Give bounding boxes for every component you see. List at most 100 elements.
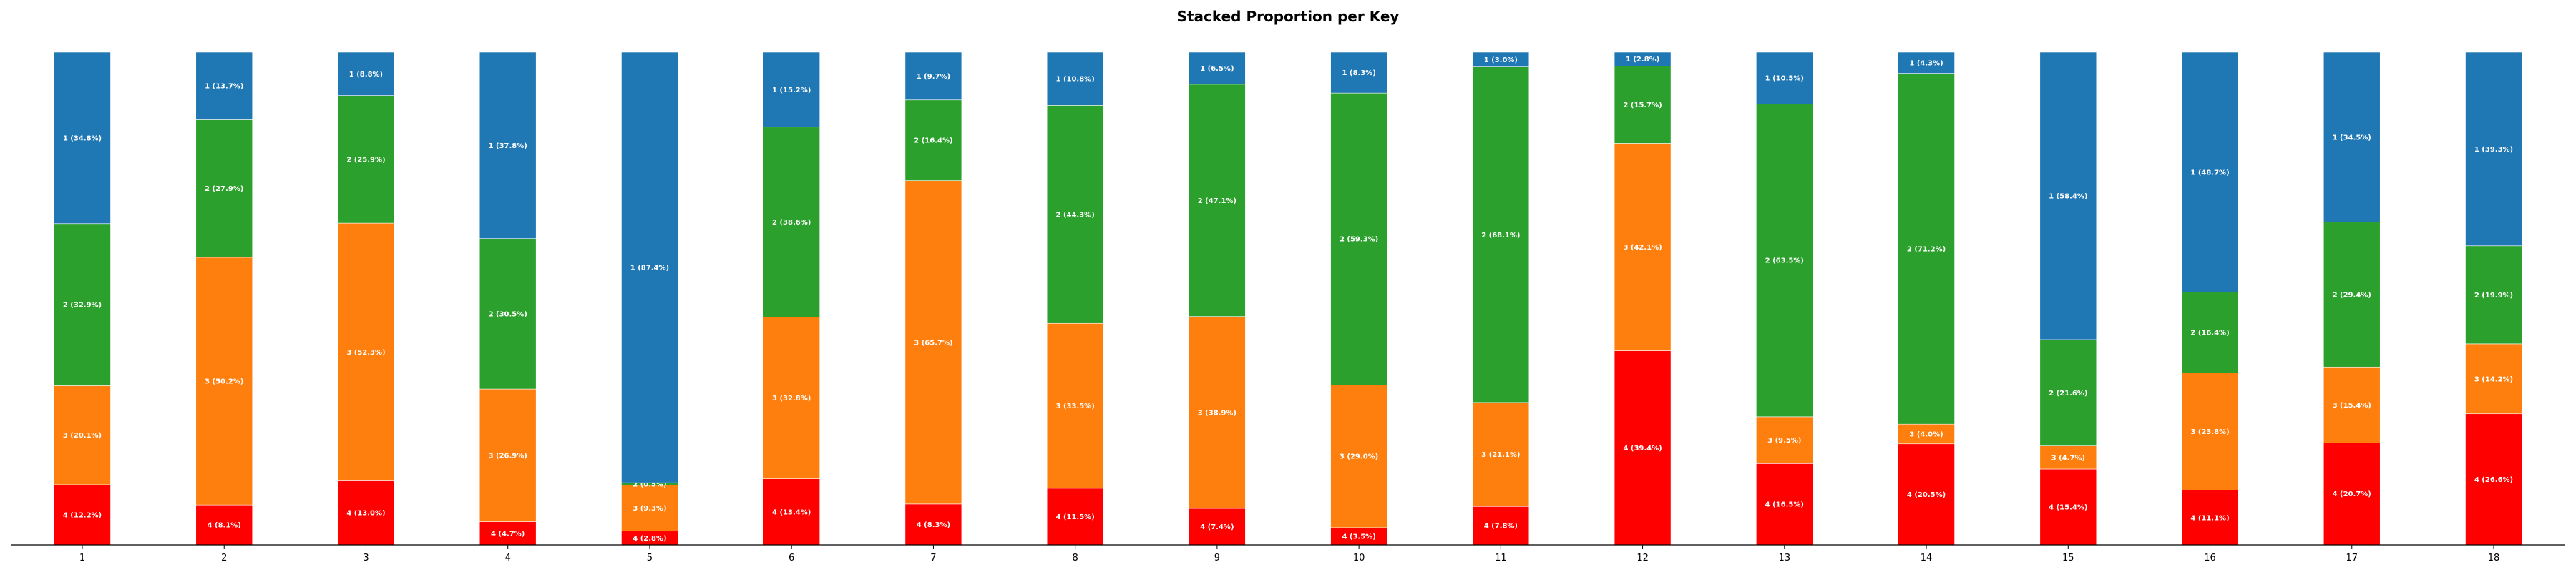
- segment-label: 2 (27.9%): [205, 185, 243, 193]
- x-tick-label: 16: [2204, 553, 2216, 563]
- bar-segment: [621, 51, 678, 483]
- bar-segment: [2039, 445, 2097, 470]
- segment-label: 3 (50.2%): [205, 378, 243, 386]
- segment-label: 3 (15.4%): [2333, 402, 2371, 410]
- bar-segment: [1756, 104, 1813, 418]
- segment-label: 2 (30.5%): [489, 310, 527, 318]
- segment-label: 1 (37.8%): [489, 142, 527, 150]
- bar-segment: [54, 385, 111, 485]
- segment-label: 2 (59.3%): [1340, 236, 1378, 244]
- segment-label: 4 (11.1%): [2190, 514, 2229, 522]
- segment-label: 3 (42.1%): [1623, 244, 1662, 252]
- segment-label: 1 (39.3%): [2474, 146, 2513, 154]
- bar-segment: [1046, 488, 1104, 546]
- segment-label: 4 (20.5%): [1907, 491, 1946, 499]
- segment-label: 4 (4.7%): [491, 530, 525, 538]
- segment-label: 1 (6.5%): [1200, 65, 1234, 73]
- x-tick-label: 11: [1495, 553, 1507, 563]
- segment-label: 2 (32.9%): [63, 302, 102, 310]
- x-tick-label: 5: [647, 553, 653, 563]
- x-tick-label: 15: [2062, 553, 2074, 563]
- segment-label: 4 (8.3%): [917, 521, 950, 529]
- bar-segment: [1472, 51, 1530, 67]
- bar-segment: [2039, 51, 2097, 340]
- bar-segment: [195, 504, 253, 546]
- bar-segment: [337, 222, 395, 481]
- segment-label: 3 (21.1%): [1481, 451, 1520, 459]
- bar-segment: [479, 521, 537, 546]
- bar-segment: [479, 238, 537, 390]
- segment-label: 1 (8.3%): [1342, 69, 1375, 77]
- bar-segment: [1046, 105, 1104, 324]
- bar-segment: [763, 51, 820, 128]
- bar-segment: [337, 95, 395, 224]
- x-tick-label: 6: [789, 553, 794, 563]
- bar-segment: [54, 484, 111, 546]
- segment-label: 2 (44.3%): [1056, 211, 1095, 219]
- segment-label: 4 (11.5%): [1056, 513, 1095, 521]
- segment-label: 1 (15.2%): [772, 87, 811, 94]
- bar-segment: [2181, 373, 2239, 490]
- bar-segment: [2181, 292, 2239, 373]
- bar-segment: [1756, 463, 1813, 546]
- bar-segment: [1330, 51, 1387, 94]
- segment-label: 1 (87.4%): [630, 265, 669, 272]
- segment-label: 3 (65.7%): [914, 339, 952, 347]
- bar-segment: [1189, 508, 1246, 546]
- bar-segment: [54, 51, 111, 225]
- segment-label: 1 (3.0%): [1484, 56, 1518, 64]
- segment-label: 3 (14.2%): [2474, 375, 2513, 383]
- segment-label: 4 (12.2%): [63, 511, 102, 519]
- segment-label: 1 (2.8%): [1626, 56, 1659, 64]
- segment-label: 1 (10.8%): [1056, 76, 1095, 84]
- x-tick-label: 13: [1779, 553, 1791, 563]
- segment-label: 3 (32.8%): [772, 395, 811, 403]
- bars-group: 4 (12.2%) 3 (20.1%) 2 (32.9%) 1 (34.8%) 4 (8…: [54, 51, 2522, 546]
- segment-label: 4 (26.6%): [2474, 476, 2513, 484]
- x-tick-label: 8: [1073, 553, 1078, 563]
- segment-label: 1 (13.7%): [205, 83, 243, 91]
- bar-segment: [195, 119, 253, 258]
- segment-label: 4 (16.5%): [1765, 501, 1804, 509]
- bar-segment: [904, 51, 962, 101]
- bar-segment: [1189, 84, 1246, 317]
- bar-segment: [2181, 51, 2239, 292]
- bar-segment: [479, 51, 537, 240]
- segment-label: 2 (29.4%): [2333, 291, 2371, 299]
- bar-segment: [2465, 51, 2522, 247]
- bar-segment: [1472, 506, 1530, 546]
- x-tick-label: 14: [1921, 553, 1933, 563]
- segment-label: 2 (38.6%): [772, 219, 811, 227]
- bar-segment: [1189, 51, 1246, 85]
- segment-label: 1 (4.3%): [1909, 59, 1943, 67]
- bar-segment: [1046, 51, 1104, 106]
- bar-segment: [2039, 468, 2097, 546]
- bar-segment: [1614, 350, 1672, 546]
- segment-label: 4 (15.4%): [2049, 504, 2087, 512]
- bar-segment: [2465, 413, 2522, 546]
- bar-segment: [904, 99, 962, 181]
- bar-segment: [1614, 65, 1672, 144]
- x-tick-label: 1: [79, 553, 85, 563]
- segment-label: 3 (4.0%): [1909, 430, 1943, 438]
- bar-segment: [1756, 416, 1813, 464]
- x-tick-label: 7: [930, 553, 936, 563]
- segment-label: 2 (16.4%): [914, 137, 952, 145]
- segment-label: 3 (20.1%): [63, 432, 102, 440]
- segment-label: 3 (38.9%): [1198, 409, 1236, 417]
- bar-segment: [1898, 73, 1955, 425]
- bar-segment: [763, 127, 820, 317]
- bar-segment: [195, 257, 253, 506]
- segment-label: 3 (26.9%): [489, 452, 527, 460]
- segment-label: 3 (4.7%): [2051, 454, 2085, 462]
- segment-label: 4 (2.8%): [633, 535, 666, 543]
- segment-label: 1 (34.8%): [63, 134, 102, 142]
- bar-segment: [2039, 339, 2097, 446]
- bar-segment: [1898, 51, 1955, 74]
- bar-segment: [195, 51, 253, 120]
- segment-label: 2 (25.9%): [346, 156, 385, 164]
- segment-label: 2 (19.9%): [2474, 292, 2513, 300]
- bar-segment: [2465, 343, 2522, 415]
- x-tick-label: 4: [505, 553, 511, 563]
- segment-label: 2 (63.5%): [1765, 257, 1804, 265]
